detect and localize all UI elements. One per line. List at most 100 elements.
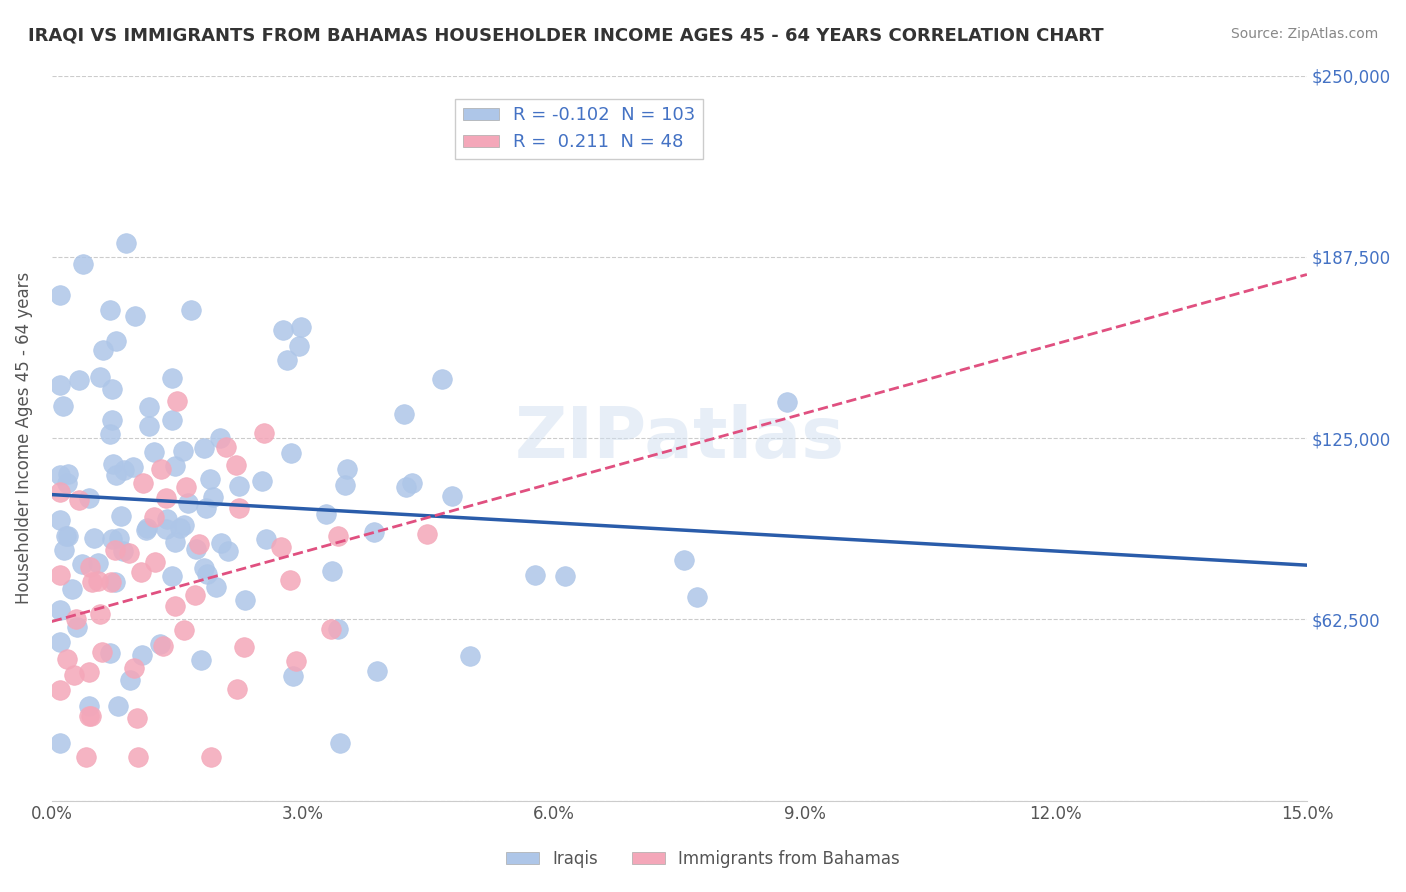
Point	[49, 603, 72, 617]
Point	[169, 521, 191, 535]
Point	[254, 533, 277, 547]
Point	[523, 567, 546, 582]
Point	[228, 479, 250, 493]
Point	[686, 590, 709, 604]
Point	[392, 407, 415, 421]
Point	[49, 467, 72, 482]
Point	[138, 401, 160, 415]
Point	[233, 593, 256, 607]
Point	[112, 463, 135, 477]
Point	[173, 518, 195, 533]
Legend: R = -0.102  N = 103, R =  0.211  N = 48: R = -0.102 N = 103, R = 0.211 N = 48	[456, 99, 703, 159]
Point	[49, 484, 72, 499]
Point	[441, 490, 464, 504]
Point	[55, 529, 77, 543]
Point	[215, 440, 238, 454]
Point	[217, 543, 239, 558]
Point	[672, 552, 695, 566]
Point	[209, 536, 232, 550]
Point	[104, 575, 127, 590]
Point	[194, 500, 217, 515]
Point	[118, 673, 141, 687]
Point	[280, 446, 302, 460]
Point	[100, 532, 122, 546]
Point	[125, 711, 148, 725]
Point	[132, 475, 155, 490]
Point	[87, 574, 110, 588]
Point	[401, 475, 423, 490]
Point	[228, 500, 250, 515]
Point	[89, 370, 111, 384]
Point	[49, 567, 72, 582]
Point	[225, 458, 247, 472]
Point	[49, 682, 72, 697]
Point	[149, 637, 172, 651]
Point	[315, 507, 337, 521]
Point	[155, 491, 177, 505]
Point	[108, 531, 131, 545]
Point	[200, 750, 222, 764]
Point	[278, 573, 301, 587]
Point	[67, 373, 90, 387]
Point	[56, 652, 79, 666]
Point	[319, 623, 342, 637]
Point	[72, 257, 94, 271]
Point	[49, 635, 72, 649]
Point	[173, 623, 195, 637]
Point	[136, 521, 159, 535]
Point	[180, 302, 202, 317]
Point	[91, 343, 114, 357]
Point	[143, 509, 166, 524]
Point	[186, 541, 208, 556]
Point	[114, 235, 136, 250]
Point	[458, 649, 481, 664]
Point	[83, 531, 105, 545]
Point	[49, 288, 72, 302]
Point	[160, 569, 183, 583]
Point	[49, 378, 72, 392]
Point	[183, 588, 205, 602]
Point	[56, 528, 79, 542]
Point	[395, 480, 418, 494]
Point	[163, 534, 186, 549]
Point	[430, 372, 453, 386]
Point	[77, 709, 100, 723]
Text: ZIPatlas: ZIPatlas	[515, 403, 845, 473]
Point	[52, 400, 75, 414]
Point	[90, 645, 112, 659]
Point	[287, 339, 309, 353]
Point	[98, 426, 121, 441]
Point	[165, 599, 187, 613]
Point	[232, 640, 254, 654]
Point	[49, 736, 72, 750]
Point	[80, 708, 103, 723]
Point	[193, 442, 215, 456]
Point	[63, 668, 86, 682]
Point	[152, 639, 174, 653]
Point	[110, 508, 132, 523]
Text: Source: ZipAtlas.com: Source: ZipAtlas.com	[1230, 27, 1378, 41]
Point	[366, 665, 388, 679]
Point	[162, 371, 184, 385]
Point	[100, 382, 122, 396]
Point	[155, 522, 177, 536]
Point	[143, 555, 166, 569]
Point	[290, 320, 312, 334]
Point	[200, 471, 222, 485]
Point	[56, 467, 79, 481]
Point	[89, 607, 111, 622]
Point	[121, 459, 143, 474]
Y-axis label: Householder Income Ages 45 - 64 years: Householder Income Ages 45 - 64 years	[15, 272, 32, 604]
Point	[271, 323, 294, 337]
Point	[160, 413, 183, 427]
Point	[321, 565, 343, 579]
Point	[166, 394, 188, 409]
Point	[142, 444, 165, 458]
Point	[127, 750, 149, 764]
Point	[363, 525, 385, 540]
Point	[190, 653, 212, 667]
Point	[56, 475, 79, 490]
Point	[105, 334, 128, 348]
Point	[135, 523, 157, 537]
Point	[52, 542, 75, 557]
